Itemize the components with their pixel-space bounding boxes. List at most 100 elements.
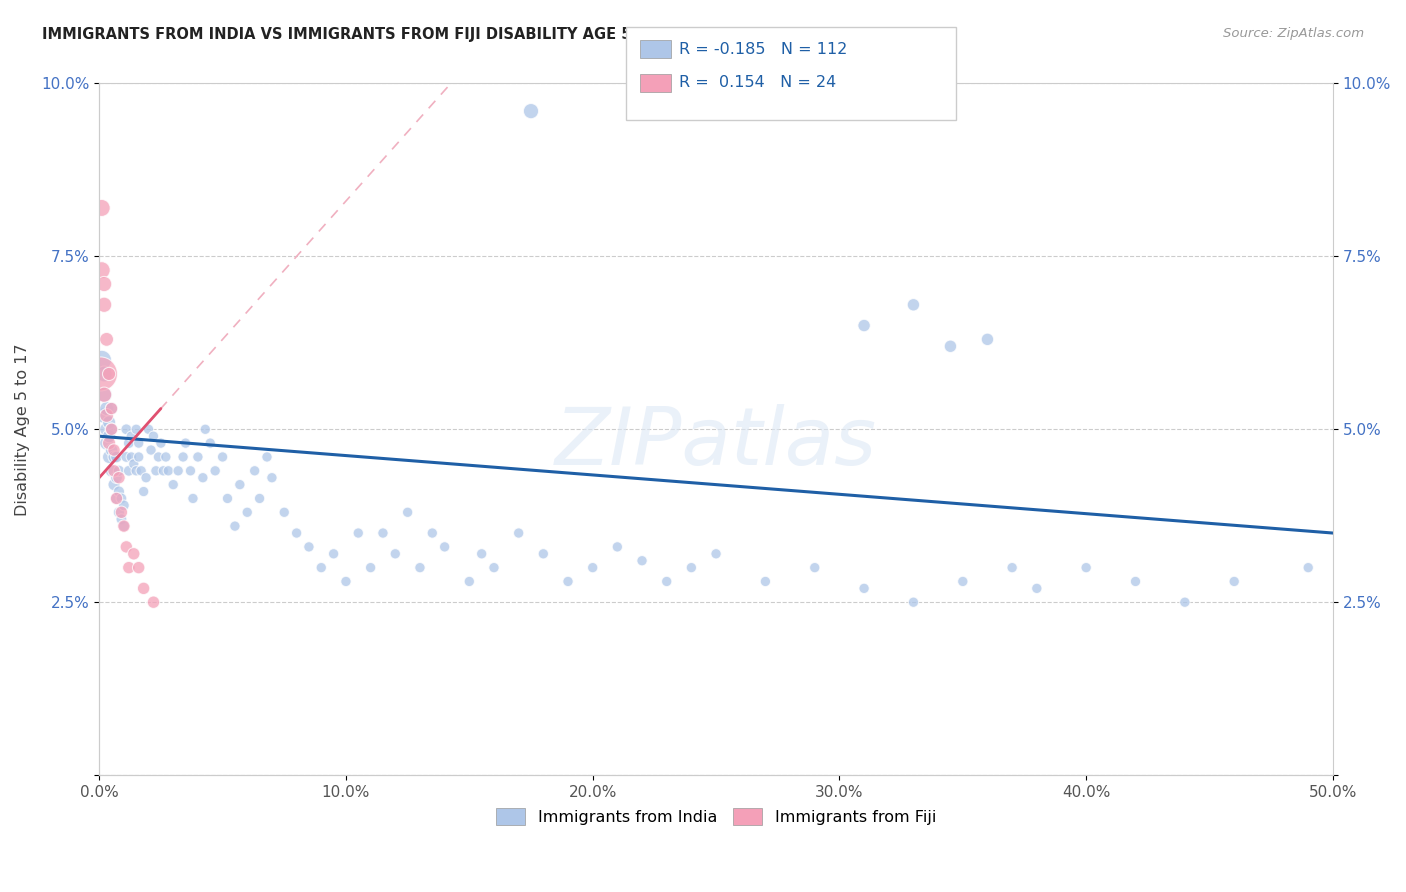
Point [229, 477, 252, 491]
Point [98, 429, 121, 443]
Point [118, 464, 141, 478]
Point [105, 471, 128, 485]
Point [100, 464, 122, 478]
Point [118, 560, 141, 574]
Point [98, 436, 121, 450]
Point [167, 464, 190, 478]
Point [120, 429, 142, 443]
Point [98, 450, 121, 464]
Point [132, 484, 155, 499]
Point [122, 547, 145, 561]
Point [1125, 574, 1147, 589]
Point [249, 491, 271, 506]
Point [298, 540, 321, 554]
Point [347, 526, 370, 541]
Point [152, 464, 174, 478]
Point [606, 540, 628, 554]
Point [181, 491, 204, 506]
Point [433, 540, 456, 554]
Point [100, 401, 122, 416]
Point [655, 574, 678, 589]
Point [256, 450, 278, 464]
Point [194, 422, 217, 436]
Point [903, 595, 925, 609]
Point [631, 554, 654, 568]
Point [471, 547, 494, 561]
Point [211, 450, 233, 464]
Point [174, 436, 197, 450]
Point [90, 353, 112, 368]
Point [96, 436, 118, 450]
Point [1174, 595, 1197, 609]
Point [217, 491, 239, 506]
Point [108, 464, 131, 478]
Point [112, 519, 135, 533]
Point [335, 574, 357, 589]
Point [128, 436, 150, 450]
Point [115, 540, 138, 554]
Point [100, 443, 122, 458]
Point [115, 450, 138, 464]
Point [285, 526, 308, 541]
Point [110, 491, 132, 506]
Point [631, 104, 654, 119]
Point [120, 450, 142, 464]
Point [157, 464, 180, 478]
Point [322, 547, 344, 561]
Point [96, 409, 118, 423]
Point [396, 505, 419, 519]
Point [681, 560, 703, 574]
Point [1001, 560, 1024, 574]
Point [100, 401, 122, 416]
Point [148, 450, 170, 464]
Point [100, 422, 122, 436]
Point [93, 387, 115, 401]
Point [129, 464, 152, 478]
Point [853, 318, 876, 333]
Point [142, 429, 165, 443]
Point [179, 464, 201, 478]
Point [420, 526, 443, 541]
Point [98, 367, 121, 381]
Point [128, 450, 150, 464]
Point [903, 298, 925, 312]
Point [384, 547, 406, 561]
Point [155, 450, 177, 464]
Point [98, 416, 121, 430]
Point [139, 443, 162, 458]
Point [108, 471, 131, 485]
Point [976, 332, 998, 346]
Point [1025, 582, 1047, 596]
Text: Source: ZipAtlas.com: Source: ZipAtlas.com [1223, 27, 1364, 40]
Point [93, 387, 115, 401]
Point [93, 367, 115, 381]
Point [803, 560, 825, 574]
Point [115, 422, 138, 436]
Point [224, 519, 246, 533]
Point [100, 422, 122, 436]
Point [135, 471, 157, 485]
Point [191, 471, 214, 485]
Point [243, 464, 266, 478]
Point [118, 436, 141, 450]
Point [103, 443, 125, 458]
Point [162, 477, 184, 491]
Point [103, 464, 125, 478]
Point [89, 367, 111, 381]
Point [939, 339, 962, 353]
Point [520, 104, 543, 119]
Point [754, 574, 776, 589]
Point [853, 582, 876, 596]
Point [142, 595, 165, 609]
Point [128, 560, 150, 574]
Point [132, 582, 155, 596]
Point [145, 464, 167, 478]
Point [112, 519, 135, 533]
Point [103, 477, 125, 491]
Point [93, 409, 115, 423]
Point [1076, 560, 1098, 574]
Point [508, 526, 530, 541]
Text: R = -0.185   N = 112: R = -0.185 N = 112 [679, 42, 848, 56]
Point [409, 560, 432, 574]
Point [96, 401, 118, 416]
